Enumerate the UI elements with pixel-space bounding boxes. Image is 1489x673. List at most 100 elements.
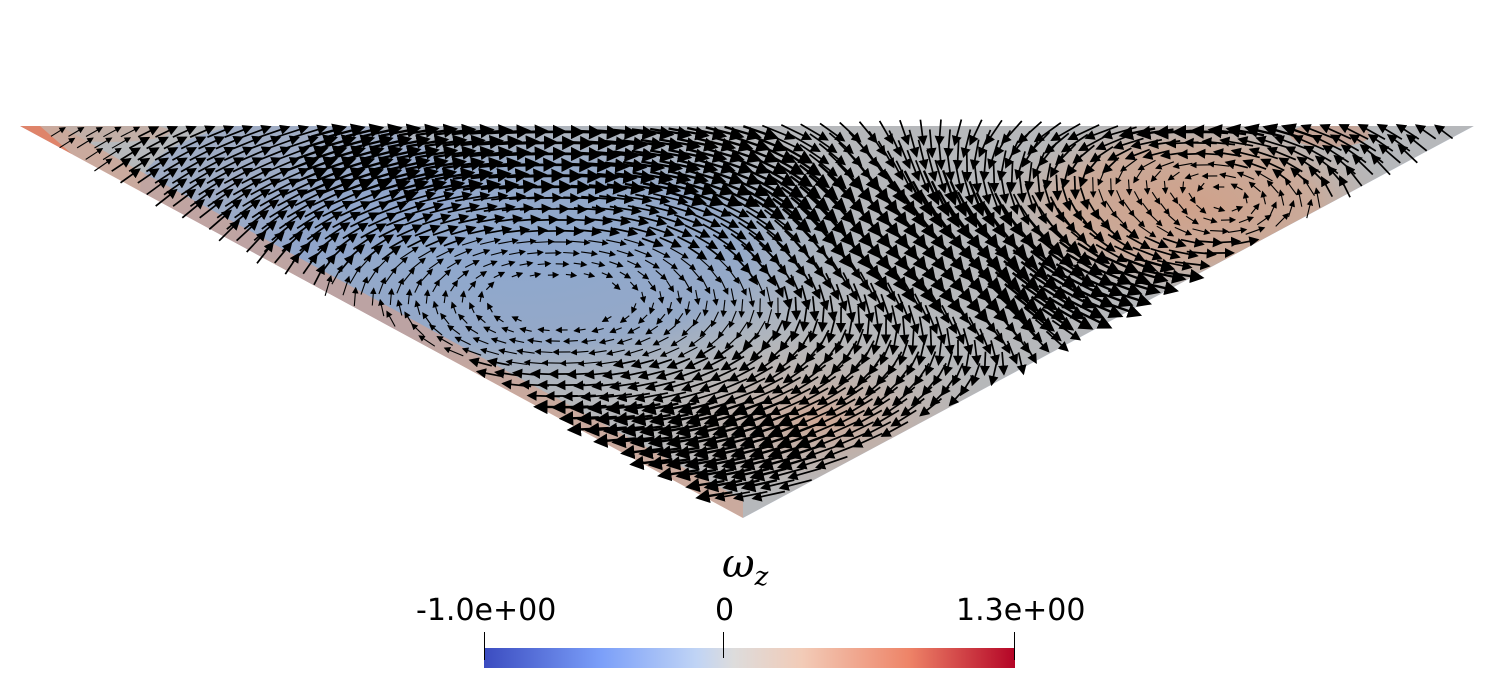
- velocity-arrow: [1151, 191, 1161, 205]
- velocity-arrow: [588, 180, 628, 195]
- velocity-arrow: [938, 191, 960, 229]
- velocity-arrow: [852, 283, 866, 313]
- velocity-arrow: [886, 150, 904, 181]
- velocity-arrow: [728, 310, 737, 329]
- velocity-arrow: [663, 203, 696, 217]
- velocity-arrow: [428, 258, 444, 270]
- velocity-arrow: [872, 305, 883, 334]
- velocity-arrow: [606, 239, 627, 247]
- velocity-arrow: [920, 281, 943, 314]
- velocity-arrow: [781, 207, 812, 233]
- velocity-arrow: [215, 157, 245, 173]
- velocity-arrow: [494, 214, 524, 225]
- velocity-arrow: [1284, 178, 1297, 195]
- velocity-arrow: [756, 298, 764, 319]
- velocity-arrow: [733, 178, 770, 197]
- velocity-arrow: [422, 312, 432, 326]
- velocity-arrow: [1070, 230, 1099, 254]
- velocity-arrow: [421, 268, 434, 282]
- velocity-arrow: [1058, 308, 1094, 330]
- velocity-arrow: [437, 191, 473, 203]
- velocity-arrow: [638, 215, 668, 227]
- velocity-arrow: [1405, 134, 1428, 152]
- velocity-arrow: [979, 351, 990, 376]
- velocity-arrow: [586, 136, 631, 151]
- velocity-arrow: [752, 177, 788, 197]
- velocity-arrow: [957, 305, 977, 334]
- velocity-arrow: [1006, 182, 1020, 215]
- velocity-arrow: [111, 157, 132, 172]
- velocity-arrow: [473, 191, 509, 202]
- velocity-arrow: [296, 210, 325, 230]
- velocity-arrow: [1084, 155, 1102, 176]
- velocity-arrow: [285, 178, 318, 195]
- velocity-arrow: [627, 204, 660, 216]
- velocity-arrow: [472, 337, 489, 345]
- velocity-arrow: [103, 126, 122, 138]
- velocity-arrow: [146, 136, 169, 150]
- velocity-arrow: [602, 215, 632, 226]
- velocity-arrow: [424, 134, 468, 149]
- velocity-arrow: [884, 170, 906, 205]
- velocity-arrow: [822, 250, 843, 279]
- velocity-arrow: [834, 329, 847, 354]
- velocity-arrow: [705, 245, 726, 261]
- velocity-arrow: [414, 224, 441, 237]
- velocity-arrow: [627, 326, 641, 334]
- velocity-arrow: [1321, 144, 1350, 163]
- velocity-arrow: [146, 178, 169, 196]
- velocity-arrow: [1068, 197, 1082, 222]
- velocity-arrow: [501, 203, 534, 214]
- velocity-arrow: [207, 188, 234, 208]
- velocity-arrow: [102, 147, 122, 161]
- velocity-arrow: [516, 348, 535, 355]
- velocity-arrow: [223, 167, 254, 185]
- velocity-arrow: [256, 241, 275, 264]
- velocity-arrow: [1067, 124, 1100, 141]
- velocity-arrow: [1099, 277, 1143, 297]
- velocity-arrow: [1021, 283, 1059, 311]
- velocity-arrow: [396, 299, 403, 316]
- velocity-arrow: [656, 214, 686, 227]
- velocity-arrow: [604, 158, 648, 174]
- velocity-arrow: [1256, 214, 1272, 226]
- velocity-arrow: [683, 279, 693, 294]
- velocity-arrow: [436, 336, 453, 346]
- velocity-arrow: [1010, 130, 1031, 157]
- velocity-arrow: [1101, 156, 1120, 174]
- velocity-arrow: [701, 278, 711, 295]
- velocity-arrow: [1254, 170, 1273, 182]
- velocity-arrow: [825, 272, 840, 301]
- velocity-arrow: [714, 136, 754, 152]
- velocity-arrow: [1192, 228, 1211, 235]
- velocity-arrow: [720, 222, 747, 240]
- velocity-arrow: [407, 235, 431, 249]
- velocity-arrow: [526, 337, 543, 345]
- velocity-arrow: [477, 290, 485, 303]
- velocity-arrow: [1034, 173, 1045, 203]
- velocity-arrow: [155, 188, 178, 207]
- velocity-arrow: [1052, 174, 1063, 201]
- velocity-arrow: [710, 311, 719, 328]
- velocity-arrow: [1024, 162, 1035, 192]
- velocity-arrow: [917, 316, 928, 346]
- velocity-arrow: [441, 289, 449, 304]
- velocity-arrow: [631, 125, 675, 141]
- velocity-arrow: [681, 324, 695, 337]
- velocity-arrow: [1144, 236, 1169, 249]
- velocity-arrow: [1132, 246, 1163, 261]
- velocity-arrow: [926, 129, 937, 159]
- velocity-arrow: [595, 226, 621, 237]
- velocity-arrow: [493, 271, 506, 279]
- velocity-arrow: [1210, 227, 1229, 235]
- velocity-arrow: [249, 157, 282, 173]
- velocity-arrow: [246, 230, 267, 253]
- velocity-arrow: [1303, 145, 1332, 163]
- velocity-arrow: [1345, 164, 1363, 187]
- velocity-arrow: [742, 125, 779, 141]
- velocity-arrow: [411, 201, 444, 215]
- velocity-arrow: [261, 210, 288, 230]
- velocity-arrow: [1287, 200, 1295, 218]
- velocity-arrow: [705, 147, 745, 163]
- velocity-arrow: [1021, 141, 1039, 168]
